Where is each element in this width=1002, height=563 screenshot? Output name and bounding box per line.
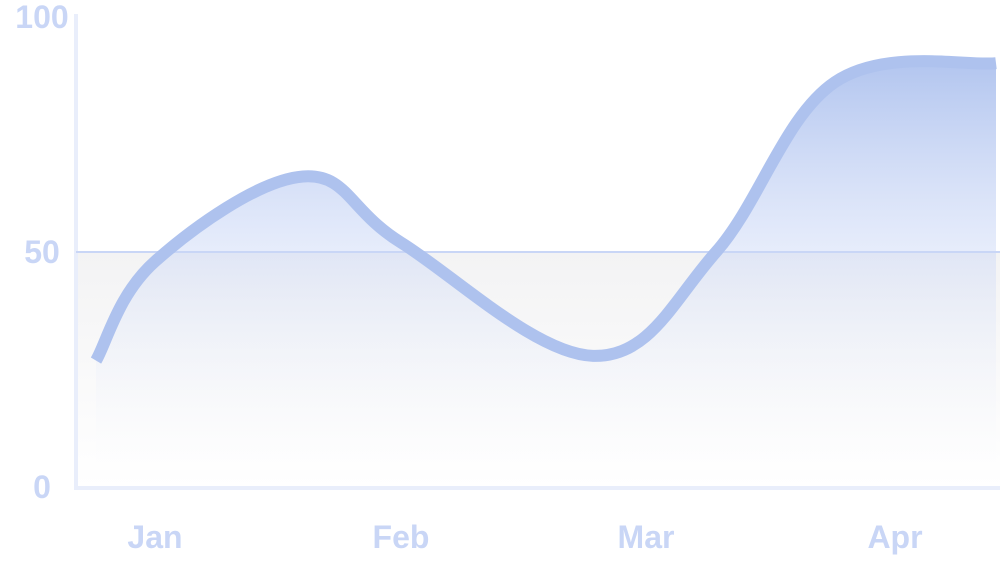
x-tick-label: Apr xyxy=(867,519,922,555)
y-tick-label: 0 xyxy=(33,469,51,505)
x-tick-label: Mar xyxy=(618,519,675,555)
y-tick-label: 50 xyxy=(24,234,60,270)
series-line xyxy=(90,55,997,364)
x-tick-label: Feb xyxy=(373,519,430,555)
y-tick-label: 100 xyxy=(15,0,68,35)
x-tick-label: Jan xyxy=(127,519,182,555)
